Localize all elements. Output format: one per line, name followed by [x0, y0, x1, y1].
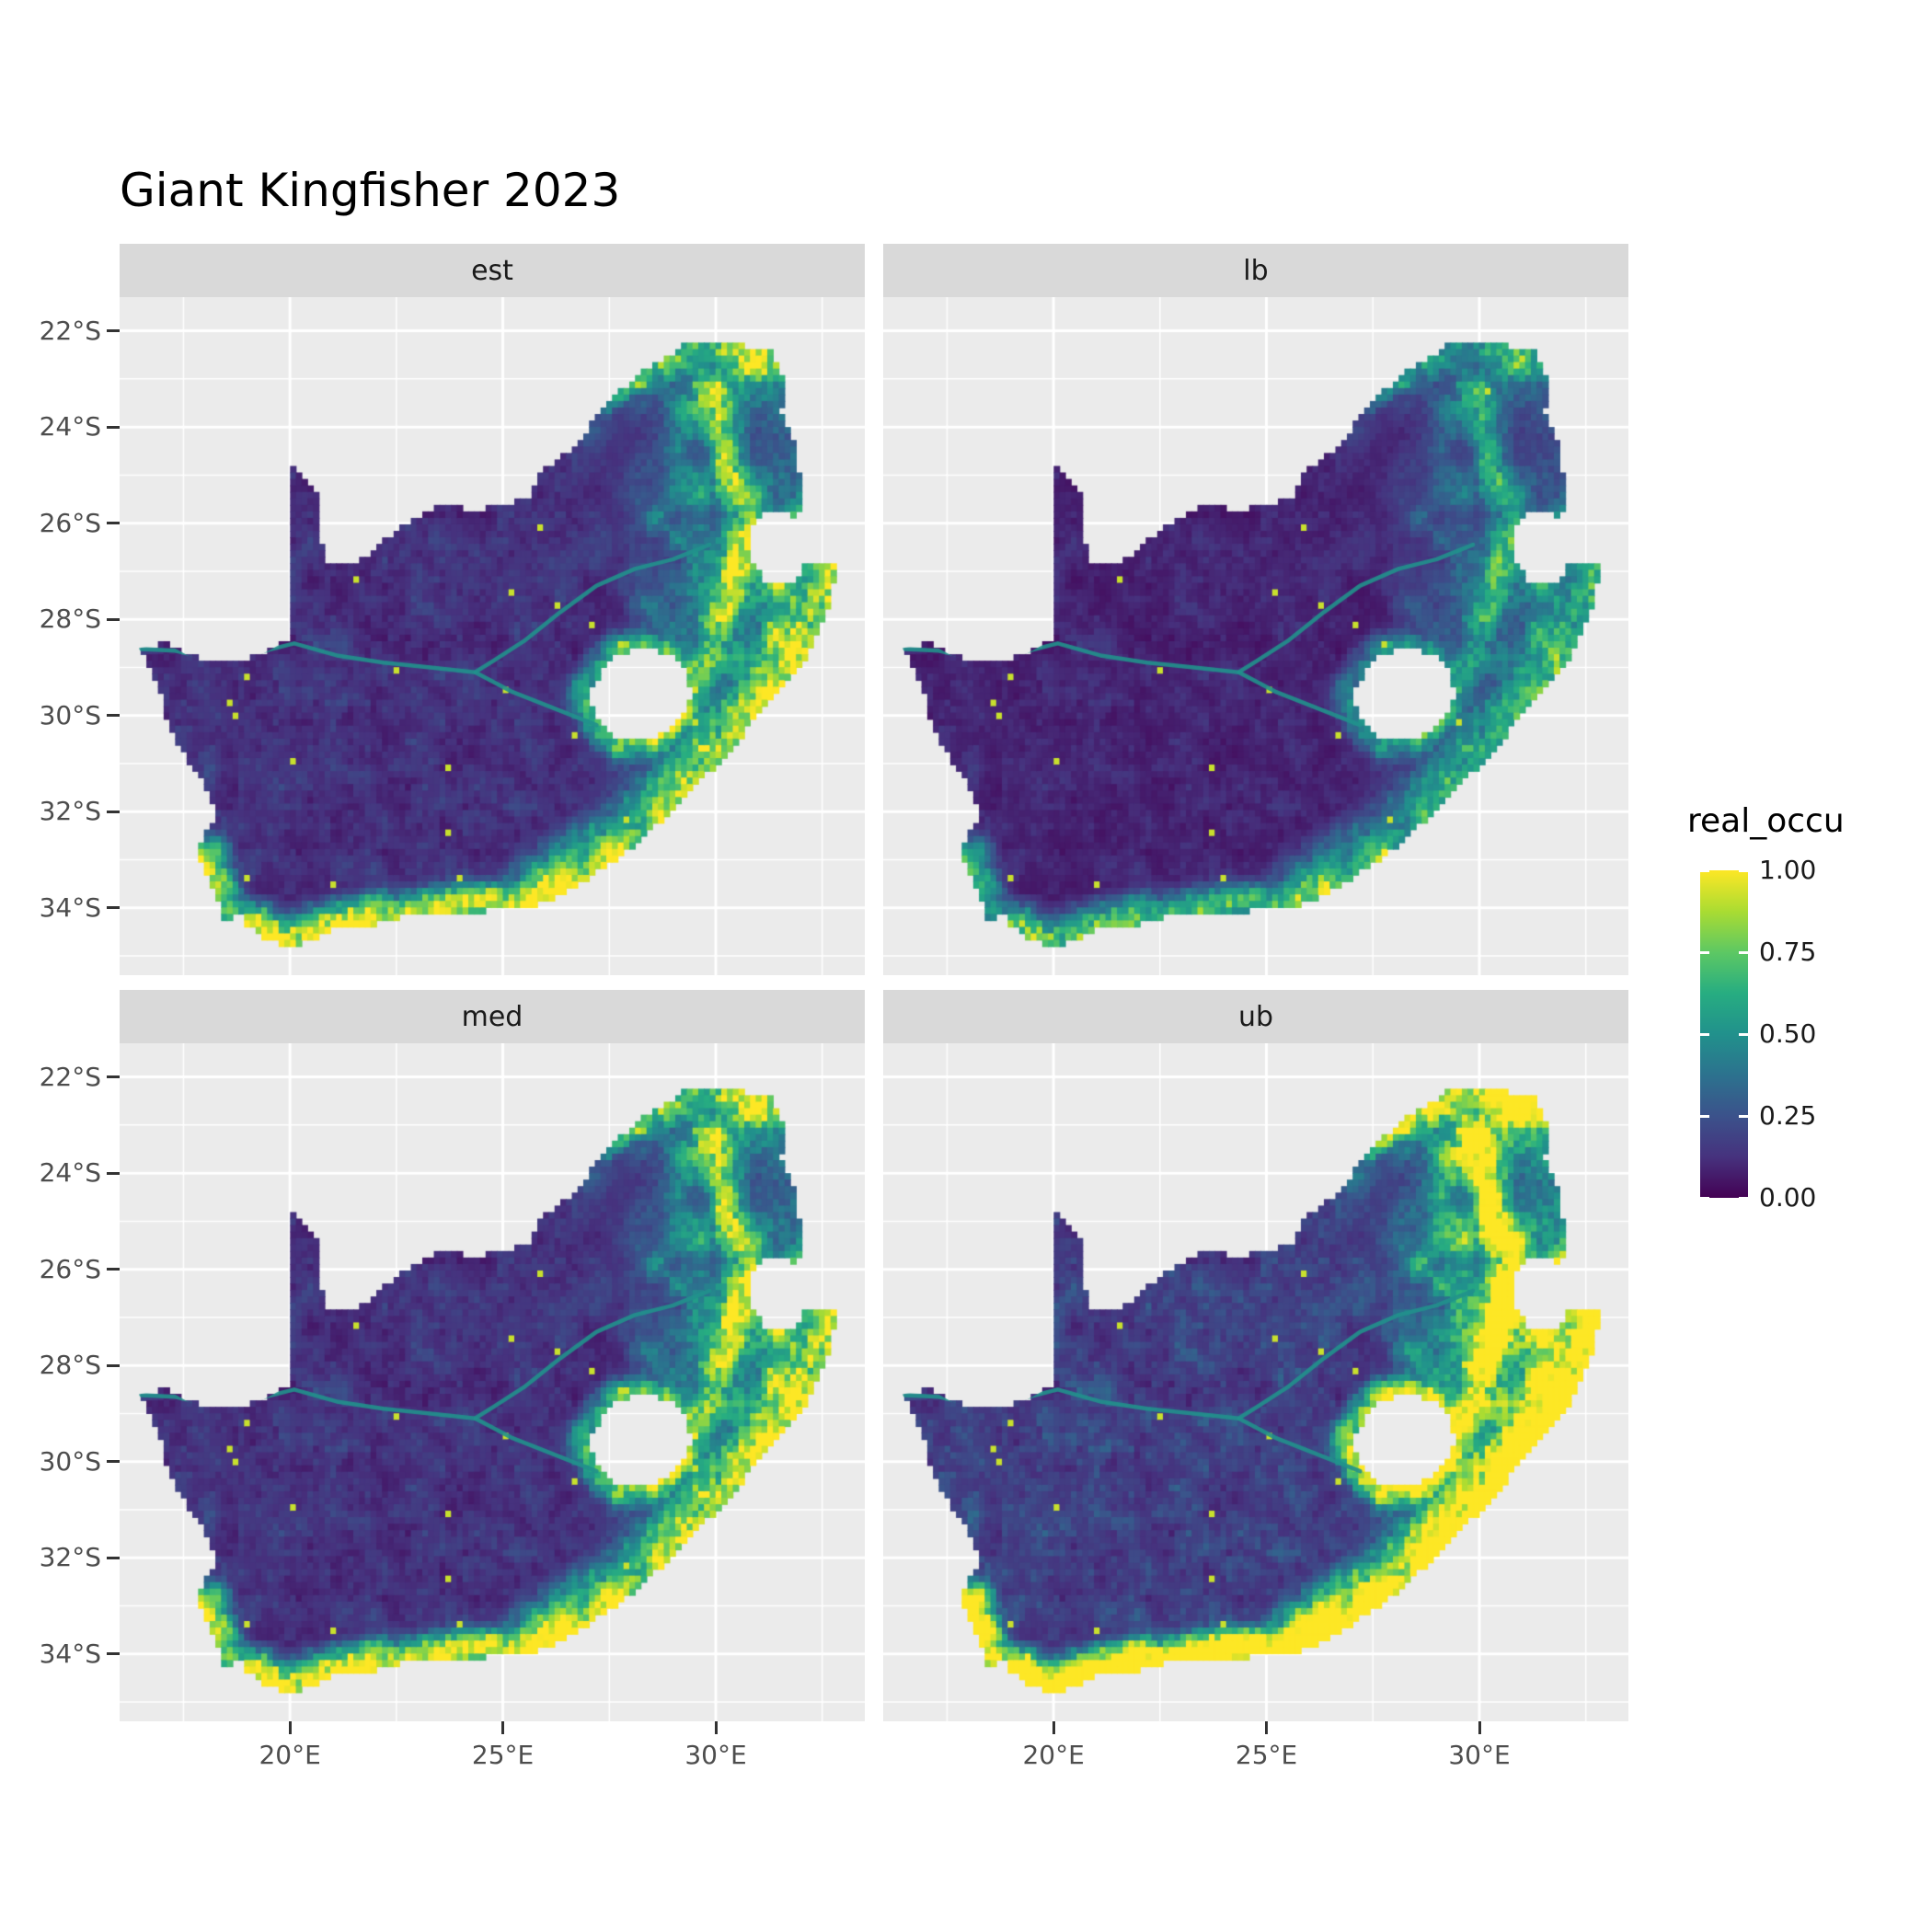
- y-tick-mark: [107, 906, 120, 910]
- x-tick-label: 25°E: [471, 1740, 535, 1770]
- x-tick-mark: [288, 1721, 292, 1734]
- y-tick-mark: [107, 1075, 120, 1079]
- x-tick-mark: [501, 1721, 505, 1734]
- y-tick-label: 24°S: [39, 411, 101, 443]
- legend-tick-mark: [1739, 950, 1748, 954]
- y-tick-label: 28°S: [39, 604, 101, 635]
- y-tick-label: 34°S: [39, 891, 101, 923]
- legend-tick-mark: [1700, 1032, 1709, 1036]
- y-tick-mark: [107, 1171, 120, 1175]
- x-tick-label: 20°E: [1022, 1740, 1085, 1770]
- y-tick-mark: [107, 522, 120, 525]
- x-tick-mark: [1478, 1721, 1481, 1734]
- x-tick-mark: [714, 1721, 718, 1734]
- facet-strip-med: med: [120, 990, 865, 1043]
- legend-tick-mark: [1700, 1196, 1709, 1200]
- y-tick-label: 30°S: [39, 1445, 101, 1477]
- x-tick-label: 30°E: [684, 1740, 747, 1770]
- y-tick-label: 26°S: [39, 1253, 101, 1284]
- y-tick-label: 26°S: [39, 507, 101, 538]
- y-tick-mark: [107, 1363, 120, 1367]
- legend-tick-mark: [1700, 950, 1709, 954]
- y-tick-label: 34°S: [39, 1638, 101, 1669]
- y-tick-label: 24°S: [39, 1157, 101, 1189]
- plot-title: Giant Kingfisher 2023: [120, 164, 621, 217]
- y-tick-mark: [107, 1268, 120, 1271]
- legend-tick-mark: [1739, 1196, 1748, 1200]
- x-tick-label: 25°E: [1235, 1740, 1298, 1770]
- y-tick-label: 30°S: [39, 699, 101, 730]
- legend-tick-label: 1.00: [1759, 855, 1817, 885]
- map-panel-lb: [883, 297, 1628, 975]
- x-tick-mark: [1265, 1721, 1269, 1734]
- map-panel-med: [120, 1043, 865, 1721]
- legend-tick-mark: [1739, 1032, 1748, 1036]
- legend-tick-mark: [1739, 868, 1748, 872]
- facet-strip-est: est: [120, 244, 865, 297]
- y-tick-mark: [107, 1460, 120, 1464]
- map-panel-est: [120, 297, 865, 975]
- y-tick-mark: [107, 425, 120, 429]
- legend-tick-label: 0.00: [1759, 1182, 1817, 1213]
- legend-tick-mark: [1700, 868, 1709, 872]
- legend-tick-label: 0.25: [1759, 1100, 1817, 1131]
- facet-strip-ub: ub: [883, 990, 1628, 1043]
- x-tick-mark: [1052, 1721, 1055, 1734]
- y-tick-label: 22°S: [39, 315, 101, 346]
- y-tick-label: 32°S: [39, 1542, 101, 1573]
- y-tick-mark: [107, 1556, 120, 1559]
- legend-tick-mark: [1700, 1114, 1709, 1118]
- legend-title: real_occu: [1687, 802, 1845, 840]
- y-tick-mark: [107, 810, 120, 813]
- y-tick-label: 28°S: [39, 1350, 101, 1381]
- legend-tick-mark: [1739, 1114, 1748, 1118]
- facet-strip-label-med: med: [461, 1000, 523, 1033]
- x-tick-label: 30°E: [1448, 1740, 1511, 1770]
- legend-tick-label: 0.50: [1759, 1018, 1817, 1049]
- facet-strip-label-lb: lb: [1243, 254, 1269, 287]
- y-tick-mark: [107, 1652, 120, 1656]
- x-tick-label: 20°E: [259, 1740, 321, 1770]
- map-panel-ub: [883, 1043, 1628, 1721]
- y-tick-mark: [107, 714, 120, 718]
- y-tick-label: 22°S: [39, 1061, 101, 1092]
- y-tick-mark: [107, 329, 120, 333]
- facet-strip-label-ub: ub: [1237, 1000, 1274, 1033]
- y-tick-mark: [107, 617, 120, 621]
- legend-tick-label: 0.75: [1759, 937, 1817, 967]
- facet-strip-lb: lb: [883, 244, 1628, 297]
- facet-strip-label-est: est: [471, 254, 513, 287]
- y-tick-label: 32°S: [39, 796, 101, 827]
